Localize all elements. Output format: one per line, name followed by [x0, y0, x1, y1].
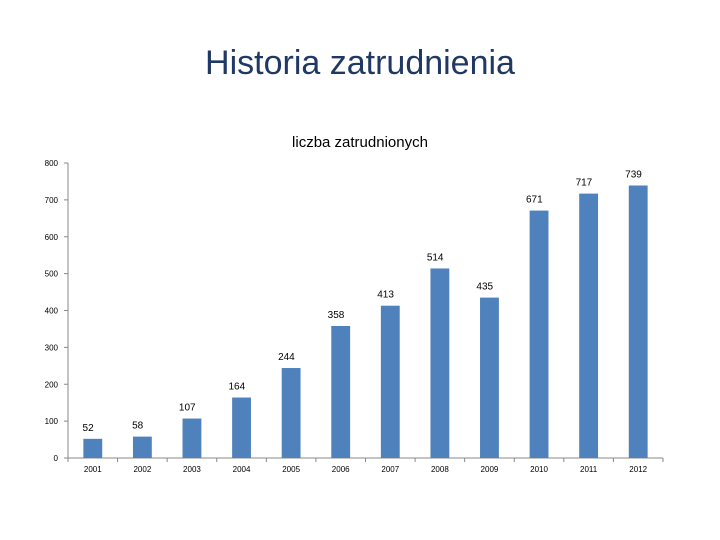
bar: [281, 368, 301, 458]
x-tick-label: 2012: [629, 465, 647, 474]
bar: [331, 325, 351, 458]
y-tick-label: 500: [45, 270, 59, 279]
x-tick-label: 2009: [481, 465, 499, 474]
bar: [232, 397, 251, 458]
y-tick-label: 800: [45, 159, 59, 168]
x-tick-label: 2001: [84, 465, 102, 474]
y-tick-label: 200: [45, 380, 59, 389]
data-label: 164: [228, 382, 245, 393]
y-tick-label: 600: [45, 233, 59, 242]
data-label: 671: [526, 195, 543, 206]
data-label: 107: [179, 403, 196, 414]
y-tick-label: 700: [45, 196, 59, 205]
data-label: 514: [427, 252, 444, 263]
slide-title: Historia zatrudnienia: [205, 44, 515, 82]
bar: [480, 297, 499, 458]
x-tick-label: 2007: [381, 465, 399, 474]
data-label: 58: [132, 421, 144, 432]
bar: [83, 438, 103, 458]
x-tick-label: 2005: [282, 465, 300, 474]
y-tick-label: 0: [54, 454, 59, 463]
data-label: 435: [476, 282, 493, 293]
x-tick-label: 2004: [233, 465, 251, 474]
bar: [529, 210, 549, 458]
data-label: 717: [576, 178, 593, 189]
bar: [132, 436, 152, 458]
data-label: 244: [278, 352, 295, 363]
data-label: 358: [328, 310, 345, 321]
data-label: 739: [625, 169, 642, 180]
x-tick-label: 2010: [530, 465, 548, 474]
y-tick-label: 100: [45, 417, 59, 426]
bar: [182, 418, 202, 458]
data-label: 413: [377, 290, 394, 301]
data-label: 52: [83, 423, 95, 434]
y-tick-label: 400: [45, 307, 59, 316]
bar: [430, 268, 450, 458]
bar: [579, 193, 599, 458]
x-tick-label: 2002: [133, 465, 151, 474]
bar: [380, 305, 400, 458]
bar: [628, 185, 648, 458]
x-tick-label: 2008: [431, 465, 449, 474]
x-tick-label: 2006: [332, 465, 350, 474]
x-tick-label: 2011: [580, 465, 598, 474]
chart-title: liczba zatrudnionych: [292, 134, 428, 151]
y-tick-label: 300: [45, 343, 59, 352]
x-tick-label: 2003: [183, 465, 201, 474]
